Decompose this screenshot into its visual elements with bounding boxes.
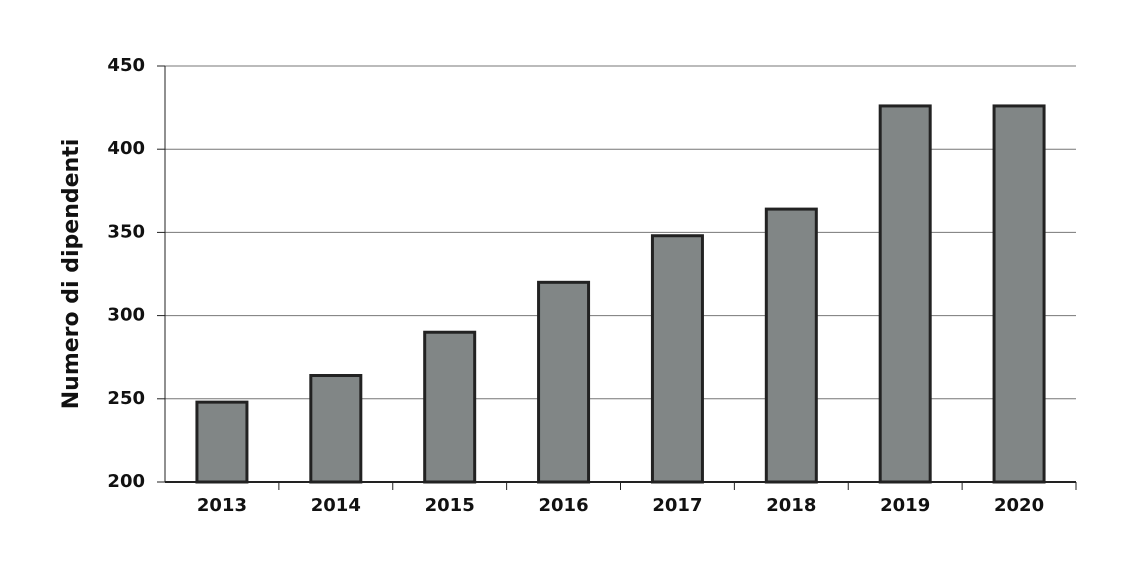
bar — [309, 374, 363, 484]
y-tick-label: 250 — [107, 388, 145, 409]
y-tick-label: 450 — [107, 55, 145, 76]
y-tick-label: 200 — [107, 471, 145, 492]
x-tick-label: 2016 — [539, 495, 589, 516]
x-tick-label: 2018 — [766, 495, 816, 516]
bar — [195, 400, 249, 484]
bar — [650, 234, 704, 484]
y-tick-label: 300 — [107, 305, 145, 326]
y-tick-label: 350 — [107, 221, 145, 242]
y-tick-label: 400 — [107, 138, 145, 159]
x-tick-label: 2014 — [311, 495, 361, 516]
y-axis-label: Numero di dipendenti — [59, 139, 84, 410]
bar — [878, 104, 932, 484]
x-tick-label: 2019 — [880, 495, 930, 516]
x-tick-label: 2015 — [425, 495, 475, 516]
x-tick-label: 2017 — [652, 495, 702, 516]
x-tick-label: 2020 — [994, 495, 1044, 516]
bar — [423, 330, 477, 484]
x-tick-label: 2013 — [197, 495, 247, 516]
bar — [992, 104, 1046, 484]
bar — [764, 207, 818, 484]
bar — [537, 280, 591, 484]
